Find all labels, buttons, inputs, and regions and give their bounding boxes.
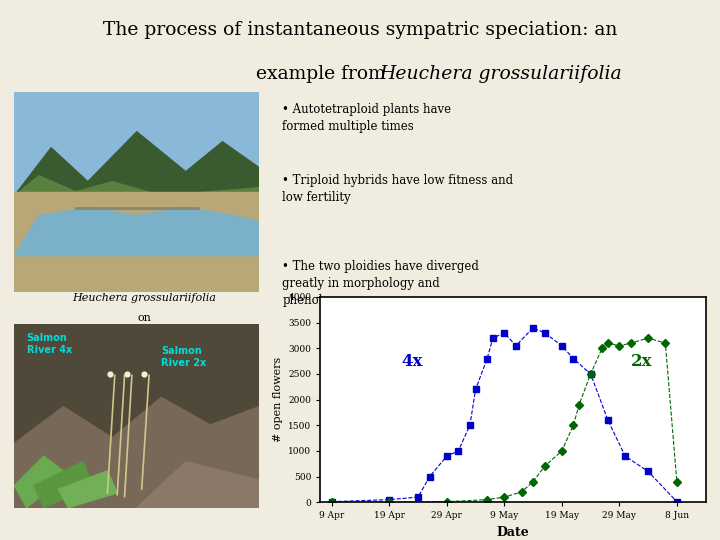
Text: 2x: 2x	[631, 353, 652, 370]
Polygon shape	[14, 397, 259, 508]
Text: Salmon
River 4x: Salmon River 4x	[27, 333, 72, 355]
Bar	[14, 92, 259, 195]
Bar	[14, 192, 259, 292]
X-axis label: Date: Date	[497, 526, 529, 539]
Point	[121, 369, 132, 378]
Text: example from: example from	[256, 65, 392, 83]
Point	[104, 369, 116, 378]
Text: Salmon
River 2x: Salmon River 2x	[161, 346, 207, 368]
Text: Heuchera grossulariifolia: Heuchera grossulariifolia	[379, 65, 622, 83]
Text: on
the Salmon River: on the Salmon River	[95, 313, 193, 335]
Text: • The two ploidies have diverged
greatly in morphology and
phenology: • The two ploidies have diverged greatly…	[282, 260, 479, 307]
Y-axis label: # open flowers: # open flowers	[273, 357, 283, 442]
Text: • Autotetraploid plants have
formed multiple times: • Autotetraploid plants have formed mult…	[282, 103, 451, 133]
Text: Heuchera grossulariifolia: Heuchera grossulariifolia	[72, 293, 216, 303]
Text: The process of instantaneous sympatric speciation: an: The process of instantaneous sympatric s…	[103, 21, 617, 39]
Polygon shape	[14, 456, 68, 508]
Polygon shape	[14, 208, 259, 255]
Polygon shape	[137, 462, 259, 508]
Text: • Triploid hybrids have low fitness and
low fertility: • Triploid hybrids have low fitness and …	[282, 174, 513, 204]
Point	[138, 369, 150, 378]
Polygon shape	[14, 132, 259, 195]
Polygon shape	[34, 462, 93, 508]
Polygon shape	[14, 176, 259, 195]
Text: 4x: 4x	[401, 353, 422, 370]
Polygon shape	[58, 471, 117, 508]
